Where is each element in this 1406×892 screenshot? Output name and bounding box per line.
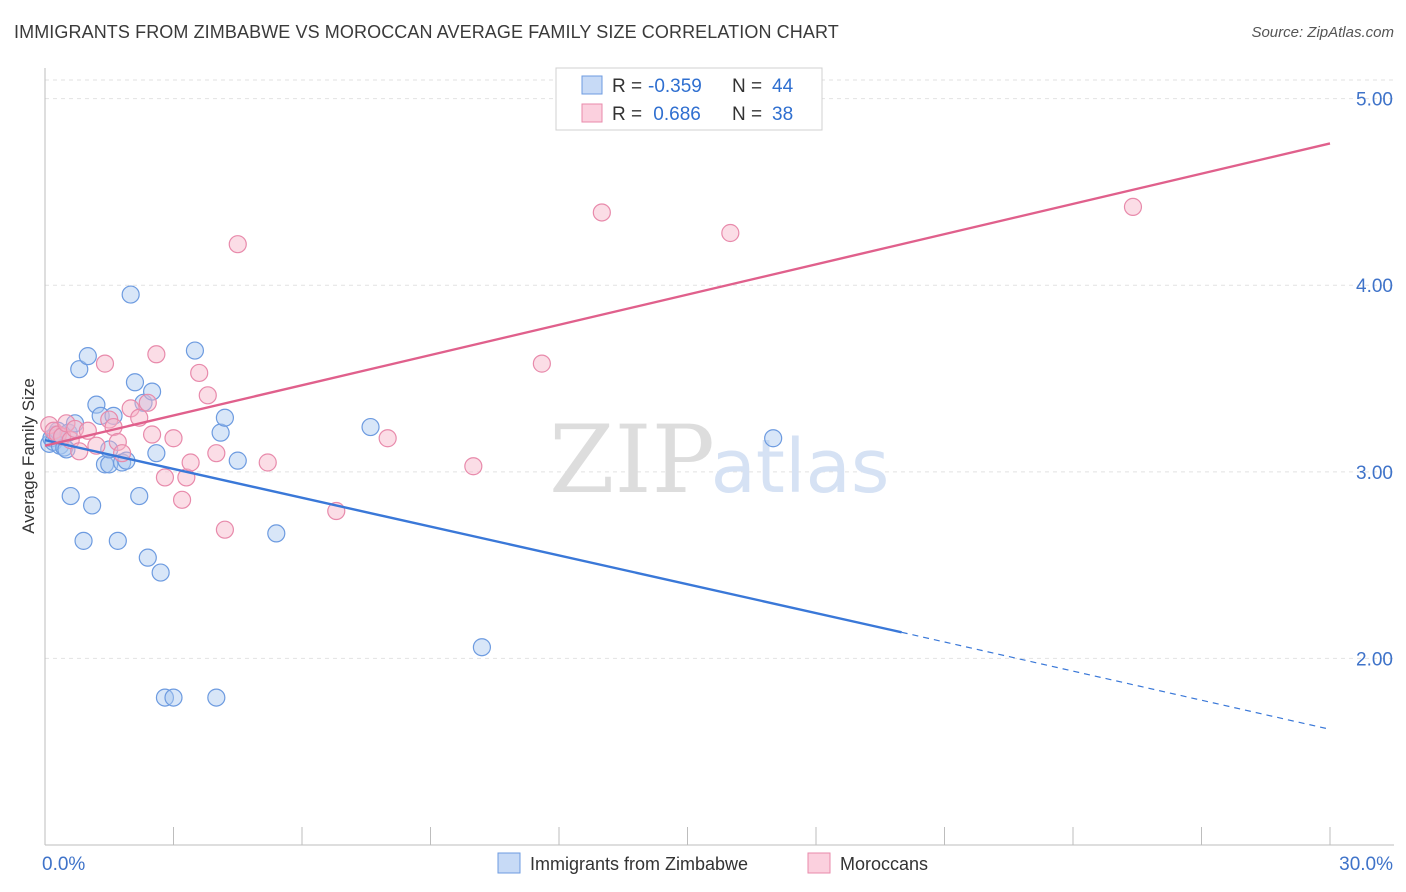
x-tick-labels: 0.0% 30.0% (42, 854, 1393, 875)
zimbabwe-point-41 (472, 638, 491, 657)
legend-swatch-pink (581, 103, 603, 123)
zimbabwe-point-34 (164, 688, 183, 707)
bottom-legend-swatch-blue (497, 852, 521, 874)
trendline-moroccans (44, 142, 1331, 447)
zimbabwe-point-40 (361, 417, 380, 437)
watermark-atlas: atlas (711, 424, 890, 510)
bottom-legend-label-zimbabwe: Immigrants from Zimbabwe (530, 854, 748, 874)
legend-n-value-pink: 38 (772, 104, 793, 125)
zimbabwe-point-10 (61, 486, 80, 506)
moroccan-point-27 (207, 444, 226, 463)
y-tick-label-2: 4.00 (1356, 276, 1393, 297)
zimbabwe-point-36 (211, 423, 230, 442)
zimbabwe-point-39 (267, 524, 286, 543)
zimbabwe-point-12 (70, 360, 89, 379)
trendline-zimbabwe (44, 438, 902, 634)
zimbabwe-point-35 (185, 341, 205, 360)
y-tick-label-3: 5.00 (1356, 90, 1393, 111)
zimbabwe-point-30 (142, 382, 162, 401)
watermark-zip: ZIP (549, 406, 715, 515)
legend-r-label-blue: R = (612, 76, 642, 97)
zimbabwe-point-14 (78, 347, 97, 366)
zimbabwe-point-31 (147, 444, 166, 463)
legend-n-label-pink: N = (732, 104, 762, 125)
zimbabwe-point-27 (130, 486, 149, 506)
bottom-legend-swatch-pink (807, 852, 831, 874)
moroccan-point-32 (464, 457, 483, 476)
legend-n-label-blue: N = (732, 76, 762, 97)
moroccan-point-10 (95, 354, 115, 373)
bottom-legend: Immigrants from Zimbabwe Moroccans (497, 852, 928, 874)
zimbabwe-point-43 (207, 688, 226, 707)
moroccan-point-21 (164, 429, 183, 448)
zimbabwe-point-32 (151, 563, 170, 582)
legend-r-value-pink: 0.686 (648, 104, 701, 125)
zimbabwe-point-42 (764, 429, 783, 448)
y-tick-label-1: 3.00 (1356, 463, 1393, 484)
moroccan-point-24 (181, 453, 200, 472)
moroccan-point-18 (142, 425, 162, 444)
zimbabwe-point-15 (83, 496, 102, 515)
moroccan-point-13 (108, 432, 127, 452)
zimbabwe-point-26 (125, 373, 145, 392)
moroccan-point-20 (155, 468, 175, 487)
zimbabwe-point-22 (108, 531, 127, 550)
legend-n-value-blue: 44 (772, 76, 794, 97)
trendline-zimbabwe-extension (901, 631, 1331, 730)
axes (44, 68, 1394, 846)
moroccan-point-36 (1123, 197, 1143, 216)
zimbabwe-point-16 (87, 395, 106, 414)
zimbabwe-point-37 (215, 408, 234, 427)
chart-title: IMMIGRANTS FROM ZIMBABWE VS MOROCCAN AVE… (14, 22, 839, 42)
y-tick-labels: 2.00 3.00 4.00 5.00 (1356, 90, 1393, 671)
moroccan-point-37 (378, 429, 397, 448)
moroccan-point-33 (532, 354, 551, 373)
zimbabwe-point-13 (74, 531, 93, 550)
legend-r-label-pink: R = (612, 104, 642, 125)
trendlines (44, 142, 1331, 730)
moroccan-point-35 (721, 223, 740, 243)
grid-lines (45, 79, 1394, 659)
zimbabwe-point-25 (121, 285, 140, 304)
source-label: Source: ZipAtlas.com (1251, 24, 1394, 41)
y-tick-label-0: 2.00 (1356, 649, 1393, 670)
stats-legend: R = -0.359 N = 44 R = 0.686 N = 38 (555, 67, 823, 131)
y-axis-label: Average Family Size (19, 378, 38, 534)
x-tick-label-0: 0.0% (42, 854, 85, 875)
series-zimbabwe-points (40, 285, 783, 707)
moroccan-point-34 (592, 203, 611, 222)
moroccan-point-25 (190, 363, 209, 383)
bottom-legend-label-moroccans: Moroccans (840, 854, 928, 874)
legend-swatch-blue (581, 75, 603, 95)
moroccan-point-28 (215, 520, 234, 539)
moroccan-point-30 (258, 453, 277, 472)
moroccan-point-26 (198, 386, 217, 405)
zimbabwe-point-38 (228, 451, 247, 470)
x-tick-label-1: 30.0% (1339, 854, 1393, 875)
moroccan-point-17 (138, 393, 157, 412)
moroccan-point-22 (172, 490, 192, 509)
moroccan-point-19 (147, 345, 166, 364)
zimbabwe-point-29 (138, 548, 157, 567)
moroccan-point-29 (228, 235, 247, 254)
legend-r-value-blue: -0.359 (648, 76, 702, 97)
